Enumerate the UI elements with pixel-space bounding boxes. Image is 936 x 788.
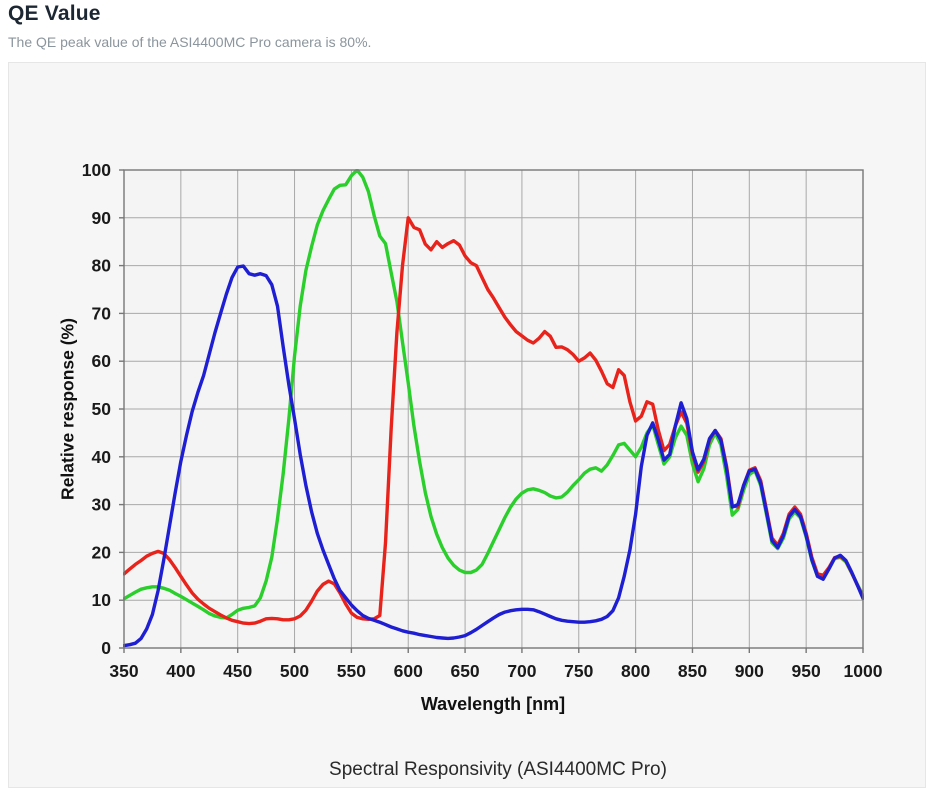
y-tick-label-90: 90: [92, 208, 112, 228]
y-tick-labels: 0 10 20 30 40 50 60 70 80 90 100: [82, 160, 111, 658]
page-title: QE Value: [8, 2, 101, 25]
y-tick-label-40: 40: [92, 447, 112, 467]
x-tick-label-750: 750: [564, 661, 593, 681]
data-series: [123, 169, 864, 648]
y-tick-label-10: 10: [92, 590, 112, 610]
page-subtitle: The QE peak value of the ASI4400MC Pro c…: [8, 34, 372, 50]
x-tick-label-450: 450: [223, 661, 252, 681]
x-tick-label-400: 400: [166, 661, 195, 681]
y-tick-label-20: 20: [92, 542, 112, 562]
x-tick-label-1000: 1000: [844, 661, 883, 681]
chart-caption: Spectral Responsivity (ASI4400MC Pro): [329, 759, 667, 780]
plot-frame: [123, 169, 864, 649]
x-tick-label-700: 700: [507, 661, 536, 681]
chart-card: 350 400 450 500 550 600 650 700 750 800 850 900 950 1…: [8, 62, 926, 788]
y-tick-label-60: 60: [92, 351, 112, 371]
y-axis-label: Relative response (%): [57, 318, 78, 500]
x-tick-label-600: 600: [394, 661, 423, 681]
x-tick-label-350: 350: [109, 661, 138, 681]
x-tick-label-950: 950: [792, 661, 821, 681]
y-tick-label-30: 30: [92, 495, 112, 515]
tick-marks: [119, 169, 864, 653]
y-tick-label-80: 80: [92, 256, 112, 276]
x-tick-label-500: 500: [280, 661, 309, 681]
y-tick-label-50: 50: [92, 399, 112, 419]
x-tick-label-550: 550: [337, 661, 366, 681]
x-tick-label-650: 650: [450, 661, 479, 681]
x-tick-label-800: 800: [621, 661, 650, 681]
y-tick-label-100: 100: [82, 160, 111, 180]
x-tick-label-900: 900: [735, 661, 764, 681]
y-tick-label-70: 70: [92, 303, 112, 323]
x-tick-label-850: 850: [678, 661, 707, 681]
spectral-response-chart: 350 400 450 500 550 600 650 700 750 800 850 900 950 1…: [82, 160, 883, 681]
curve-blue-channel: [123, 264, 864, 648]
y-tick-label-0: 0: [101, 638, 111, 658]
x-tick-labels: 350 400 450 500 550 600 650 700 750 800 850 900 950 1…: [109, 661, 882, 681]
x-axis-label: Wavelength [nm]: [420, 694, 566, 714]
